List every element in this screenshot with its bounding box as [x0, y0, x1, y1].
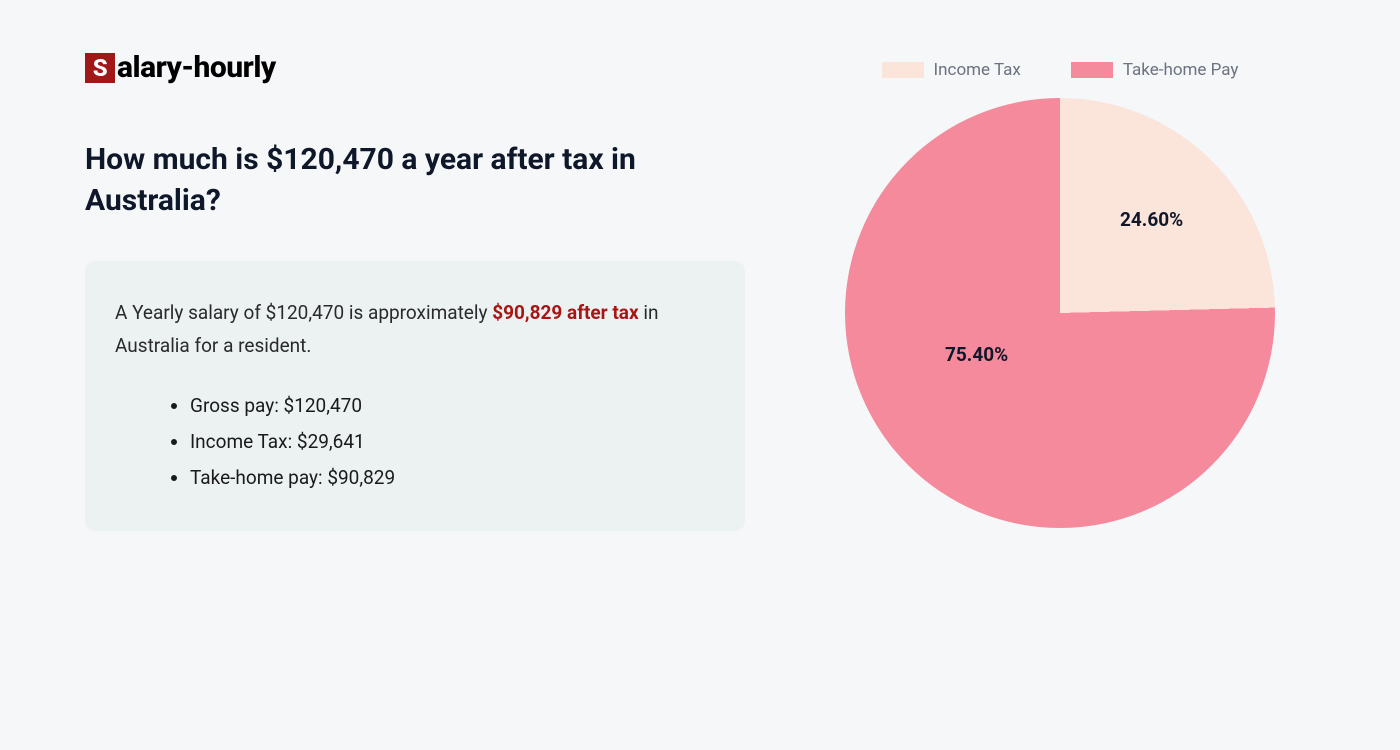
bullet-gross-pay: Gross pay: $120,470 — [190, 388, 715, 424]
summary-text: A Yearly salary of $120,470 is approxima… — [115, 296, 715, 363]
site-logo: Salary-hourly — [85, 50, 276, 85]
legend-label-take-home: Take-home Pay — [1123, 60, 1239, 80]
left-column: Salary-hourly How much is $120,470 a yea… — [85, 50, 745, 531]
page-title: How much is $120,470 a year after tax in… — [85, 140, 745, 221]
summary-bullets: Gross pay: $120,470 Income Tax: $29,641 … — [115, 388, 715, 496]
summary-box: A Yearly salary of $120,470 is approxima… — [85, 261, 745, 531]
pie-label-income-tax: 24.60% — [1120, 208, 1183, 231]
bullet-take-home: Take-home pay: $90,829 — [190, 460, 715, 496]
pie-label-take-home: 75.40% — [945, 343, 1008, 366]
summary-highlight: $90,829 after tax — [492, 301, 638, 324]
bullet-income-tax: Income Tax: $29,641 — [190, 424, 715, 460]
chart-column: Income Tax Take-home Pay 24.60% 75.40% — [805, 50, 1315, 531]
legend-item-take-home: Take-home Pay — [1071, 60, 1239, 80]
legend-label-income-tax: Income Tax — [934, 60, 1021, 80]
logo-s-badge: S — [85, 53, 115, 83]
summary-prefix: A Yearly salary of $120,470 is approxima… — [115, 301, 492, 324]
legend-swatch-income-tax — [882, 62, 924, 78]
page-container: Salary-hourly How much is $120,470 a yea… — [85, 50, 1315, 531]
pie-graphic — [845, 98, 1275, 528]
logo-text: alary-hourly — [117, 50, 276, 85]
chart-legend: Income Tax Take-home Pay — [882, 60, 1239, 80]
legend-item-income-tax: Income Tax — [882, 60, 1021, 80]
pie-chart: 24.60% 75.40% — [845, 98, 1275, 528]
legend-swatch-take-home — [1071, 62, 1113, 78]
